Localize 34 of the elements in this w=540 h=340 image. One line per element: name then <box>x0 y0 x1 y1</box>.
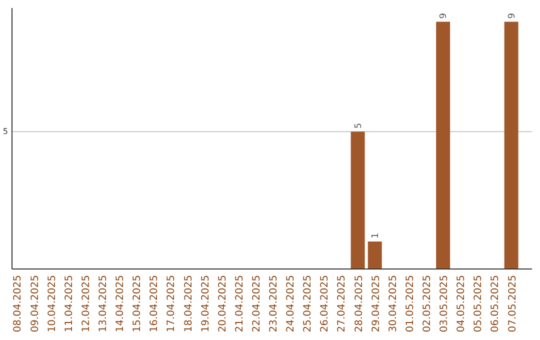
x-tick-label: 27.04.2025 <box>336 275 348 332</box>
x-tick-label: 28.04.2025 <box>354 275 365 332</box>
data-label: 9 <box>507 12 518 19</box>
x-tick-label: 29.04.2025 <box>370 275 382 332</box>
x-tick-label: 04.05.2025 <box>456 275 468 332</box>
x-tick-label: 19.04.2025 <box>200 275 212 332</box>
x-tick-label: 17.04.2025 <box>166 275 178 332</box>
x-tick-label: 02.05.2025 <box>422 275 434 332</box>
x-tick-label: 15.04.2025 <box>132 275 144 332</box>
x-tick-label: 09.04.2025 <box>30 275 41 332</box>
x-tick-label: 07.05.2025 <box>507 275 518 332</box>
x-tick-label: 14.04.2025 <box>115 275 126 332</box>
x-tick-label: 13.04.2025 <box>98 275 109 332</box>
x-tick-label: 11.04.2025 <box>64 275 75 332</box>
x-tick-label: 03.05.2025 <box>439 275 450 332</box>
x-tick-label: 22.04.2025 <box>251 275 262 332</box>
x-tick-label: 23.04.2025 <box>268 275 280 332</box>
x-tick-label: 24.04.2025 <box>286 275 297 332</box>
data-label: 5 <box>354 122 364 129</box>
x-tick-label: 08.04.2025 <box>12 275 24 332</box>
x-tick-label: 25.04.2025 <box>302 275 314 332</box>
data-label: 9 <box>439 12 450 19</box>
data-label: 1 <box>370 232 381 239</box>
x-tick-label: 01.05.2025 <box>404 275 416 332</box>
x-tick-label: 12.04.2025 <box>80 275 92 332</box>
x-tick-label: 16.04.2025 <box>149 275 160 332</box>
x-tick-label: 20.04.2025 <box>217 275 228 332</box>
x-tick-label: 05.05.2025 <box>473 275 484 332</box>
x-tick-label: 21.04.2025 <box>234 275 246 332</box>
x-tick-label: 06.05.2025 <box>490 275 502 332</box>
x-tick-label: 10.04.2025 <box>46 275 58 332</box>
x-tick-label: 18.04.2025 <box>183 275 194 332</box>
x-tick-label: 26.04.2025 <box>320 275 331 332</box>
x-tick-label: 30.04.2025 <box>388 275 399 332</box>
